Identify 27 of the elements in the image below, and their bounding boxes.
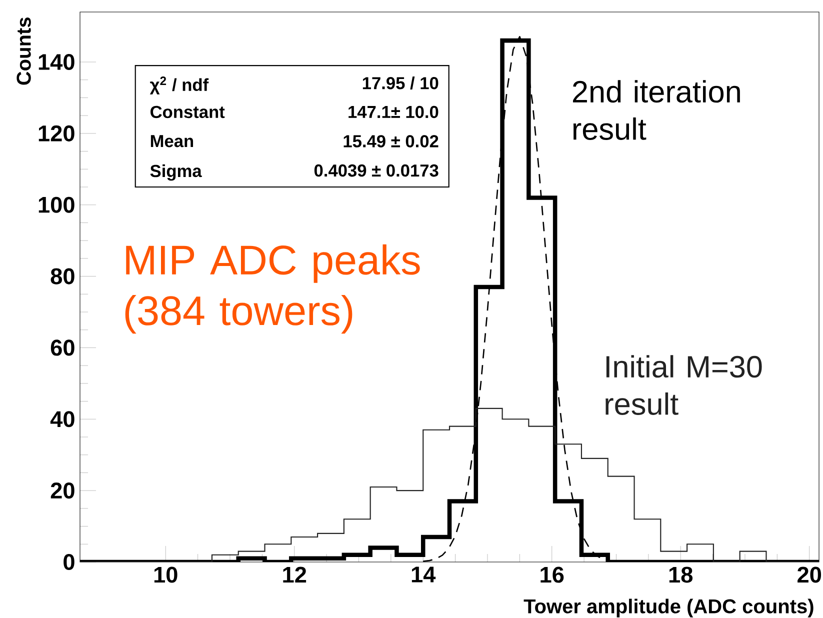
- annotation: Constant: [150, 106, 225, 118]
- y-tick-label: 120: [38, 125, 74, 142]
- x-tick-label: 16: [540, 566, 564, 583]
- y-tick-label: 0: [64, 554, 74, 570]
- y-tick-label: 100: [38, 196, 74, 213]
- annotation: MIP ADC peaks (384 towers): [125, 244, 420, 334]
- x-tick-label: 18: [669, 566, 693, 583]
- annotation: 147.1± 10.0: [348, 106, 438, 118]
- annotation: 15.49 ± 0.02: [344, 135, 438, 148]
- x-axis-title: Tower amplitude (ADC counts): [524, 598, 814, 618]
- y-tick-label: 40: [50, 411, 74, 428]
- x-tick-label: 12: [283, 566, 306, 583]
- y-tick-label: 20: [50, 482, 74, 499]
- series-label: 2nd iteration result: [572, 80, 740, 140]
- y-tick-label: 140: [38, 54, 74, 70]
- y-tick-label: 60: [50, 340, 74, 356]
- y-tick-label: 80: [50, 268, 74, 284]
- annotation: Mean: [150, 135, 194, 148]
- x-tick-label: 10: [154, 566, 178, 583]
- y-axis-title: Counts: [16, 18, 31, 85]
- annotation: χ$^{2}$ / ndf: [150, 76, 209, 94]
- annotation: 17.95 / 10: [362, 76, 438, 90]
- x-tick-label: 14: [412, 566, 436, 582]
- annotation: 0.4039 ± 0.0173: [314, 164, 438, 177]
- annotation: Sigma: [150, 164, 202, 181]
- series-label: Initial M=30 result: [606, 355, 762, 415]
- x-tick-label: 20: [798, 566, 822, 583]
